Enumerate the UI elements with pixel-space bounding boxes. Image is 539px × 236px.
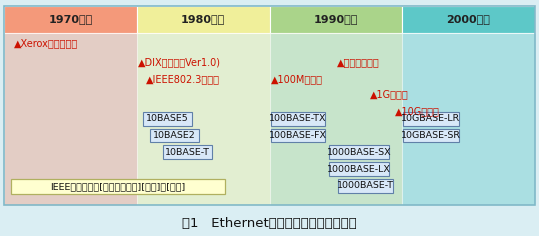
Text: 100BASE-FX: 100BASE-FX	[269, 131, 327, 140]
Bar	[137, 6, 270, 33]
Text: 図1   Ethernetの高速化と標準化の歩み: 図1 Ethernetの高速化と標準化の歩み	[182, 216, 357, 230]
Bar	[338, 179, 392, 193]
Text: 1990年代: 1990年代	[314, 14, 358, 24]
Bar	[271, 112, 325, 126]
Text: 10BASE5: 10BASE5	[146, 114, 189, 123]
Bar	[271, 129, 325, 142]
Text: ▲DIX標準化（Ver1.0): ▲DIX標準化（Ver1.0)	[138, 57, 221, 67]
Text: ▲10G標準化: ▲10G標準化	[395, 107, 440, 117]
Text: 1980年代: 1980年代	[181, 14, 225, 24]
Text: 10GBASE-SR: 10GBASE-SR	[401, 131, 461, 140]
Bar	[137, 33, 270, 205]
Text: 2000年代: 2000年代	[446, 14, 490, 24]
Bar	[150, 129, 199, 142]
Text: ▲100M標準化: ▲100M標準化	[271, 74, 322, 84]
Text: 10GBASE-LR: 10GBASE-LR	[402, 114, 461, 123]
Text: ▲全二重標準化: ▲全二重標準化	[337, 57, 380, 67]
Bar	[4, 33, 137, 205]
Text: 10BASE-T: 10BASE-T	[165, 148, 210, 157]
Text: 1000BASE-LX: 1000BASE-LX	[327, 164, 391, 173]
Text: ▲Xeroxにより発案: ▲Xeroxにより発案	[14, 38, 78, 48]
Text: IEEE標準命名：[データレート][信号]－[物理]: IEEE標準命名：[データレート][信号]－[物理]	[51, 182, 186, 191]
Text: ▲1G標準化: ▲1G標準化	[370, 90, 409, 100]
Text: 10BASE2: 10BASE2	[153, 131, 196, 140]
Bar	[163, 145, 212, 159]
Text: 100BASE-TX: 100BASE-TX	[270, 114, 327, 123]
Text: 1000BASE-T: 1000BASE-T	[337, 181, 394, 190]
Bar	[403, 112, 459, 126]
Bar	[143, 112, 192, 126]
Text: ▲IEEE802.3標準化: ▲IEEE802.3標準化	[147, 74, 220, 84]
Bar	[403, 129, 459, 142]
Bar	[329, 145, 389, 159]
Bar	[402, 33, 535, 205]
Text: 1000BASE-SX: 1000BASE-SX	[327, 148, 391, 157]
Text: 1970年代: 1970年代	[49, 14, 93, 24]
Bar	[329, 162, 389, 176]
Bar	[270, 33, 402, 205]
Bar	[4, 6, 137, 33]
Bar	[11, 179, 225, 194]
Bar	[402, 6, 535, 33]
Bar	[270, 6, 402, 33]
